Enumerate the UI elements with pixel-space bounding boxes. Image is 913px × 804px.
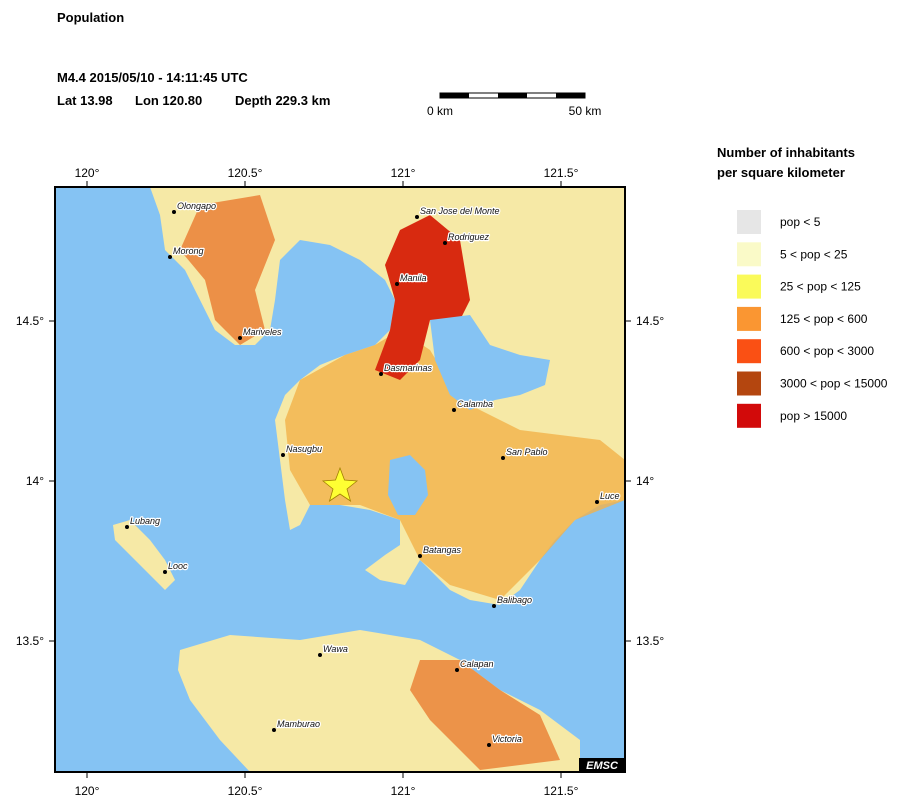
- epicenter: [321, 466, 359, 502]
- city-dot: [452, 408, 456, 412]
- lat-label: 14°: [26, 474, 44, 488]
- scale-start: 0 km: [427, 104, 453, 118]
- city-dot: [379, 372, 383, 376]
- lat-label: 13.5°: [636, 634, 664, 648]
- depth: Depth 229.3 km: [235, 93, 330, 108]
- city-dot: [487, 743, 491, 747]
- city-label: Nasugbu: [286, 444, 322, 454]
- legend-label: 600 < pop < 3000: [780, 344, 874, 358]
- city-dot: [163, 570, 167, 574]
- legend-swatch: [737, 403, 761, 428]
- city-label: Wawa: [323, 644, 348, 654]
- lon-label: 121°: [391, 166, 416, 180]
- legend-swatch: [737, 210, 761, 234]
- lon-label: 120°: [75, 784, 100, 798]
- city-dot: [272, 728, 276, 732]
- legend-label: 5 < pop < 25: [780, 247, 848, 261]
- title: Population: [57, 10, 124, 25]
- lon-label: 120.5°: [228, 166, 263, 180]
- lon-label: 120.5°: [228, 784, 263, 798]
- lon-label: 120°: [75, 166, 100, 180]
- city-dot: [172, 210, 176, 214]
- city-label: Rodriguez: [448, 232, 490, 242]
- city-label: Luce: [600, 491, 620, 501]
- lon-label: 121.5°: [544, 784, 579, 798]
- city-label: Dasmarinas: [384, 363, 433, 373]
- city-label: Victoria: [492, 734, 522, 744]
- legend-label: pop > 15000: [780, 409, 847, 423]
- city-label: Morong: [173, 246, 204, 256]
- city-dot: [443, 241, 447, 245]
- city-label: Calamba: [457, 399, 493, 409]
- city-label: Olongapo: [177, 201, 216, 211]
- lat-label: 13.5°: [16, 634, 44, 648]
- city-dot: [238, 336, 242, 340]
- lat-label: 14.5°: [636, 314, 664, 328]
- city-dot: [418, 554, 422, 558]
- scale-end: 50 km: [569, 104, 602, 118]
- legend-swatch: [737, 306, 761, 331]
- city-dot: [492, 604, 496, 608]
- city-label: Lubang: [130, 516, 160, 526]
- legend-swatch: [737, 242, 761, 267]
- city-dot: [595, 500, 599, 504]
- legend-swatch: [737, 339, 761, 364]
- legend-label: 3000 < pop < 15000: [780, 377, 888, 391]
- event: M4.4 2015/05/10 - 14:11:45 UTC: [57, 70, 248, 85]
- legend-label: 25 < pop < 125: [780, 280, 861, 294]
- lat-label: 14°: [636, 474, 654, 488]
- city-label: San Jose del Monte: [420, 206, 500, 216]
- city-label: Mariveles: [243, 327, 282, 337]
- lat-label: 14.5°: [16, 314, 44, 328]
- lon: Lon 120.80: [135, 93, 202, 108]
- city-dot: [318, 653, 322, 657]
- legend-title: Number of inhabitants: [717, 145, 855, 160]
- city-label: San Pablo: [506, 447, 548, 457]
- legend-label: pop < 5: [780, 215, 821, 229]
- city-dot: [168, 255, 172, 259]
- city-dot: [415, 215, 419, 219]
- city-dot: [281, 453, 285, 457]
- lat: Lat 13.98: [57, 93, 113, 108]
- city-dot: [395, 282, 399, 286]
- legend-swatch: [737, 371, 761, 396]
- city-label: Calapan: [460, 659, 494, 669]
- city-label: Mamburao: [277, 719, 320, 729]
- city-dot: [455, 668, 459, 672]
- legend-label: 125 < pop < 600: [780, 312, 868, 326]
- city-dot: [501, 456, 505, 460]
- legend-swatch: [737, 274, 761, 299]
- badge-box: [579, 758, 625, 772]
- badge: EMSC: [586, 760, 619, 772]
- city-label: Batangas: [423, 545, 462, 555]
- lon-label: 121°: [391, 784, 416, 798]
- city-label: Looc: [168, 561, 188, 571]
- city-label: Manila: [400, 273, 427, 283]
- city-dot: [125, 525, 129, 529]
- legend-title: per square kilometer: [717, 165, 845, 180]
- map-frame: [54, 186, 626, 773]
- lon-label: 121.5°: [544, 166, 579, 180]
- city-label: Balibago: [497, 595, 532, 605]
- scale-bar: 0 km 50 km: [427, 92, 602, 118]
